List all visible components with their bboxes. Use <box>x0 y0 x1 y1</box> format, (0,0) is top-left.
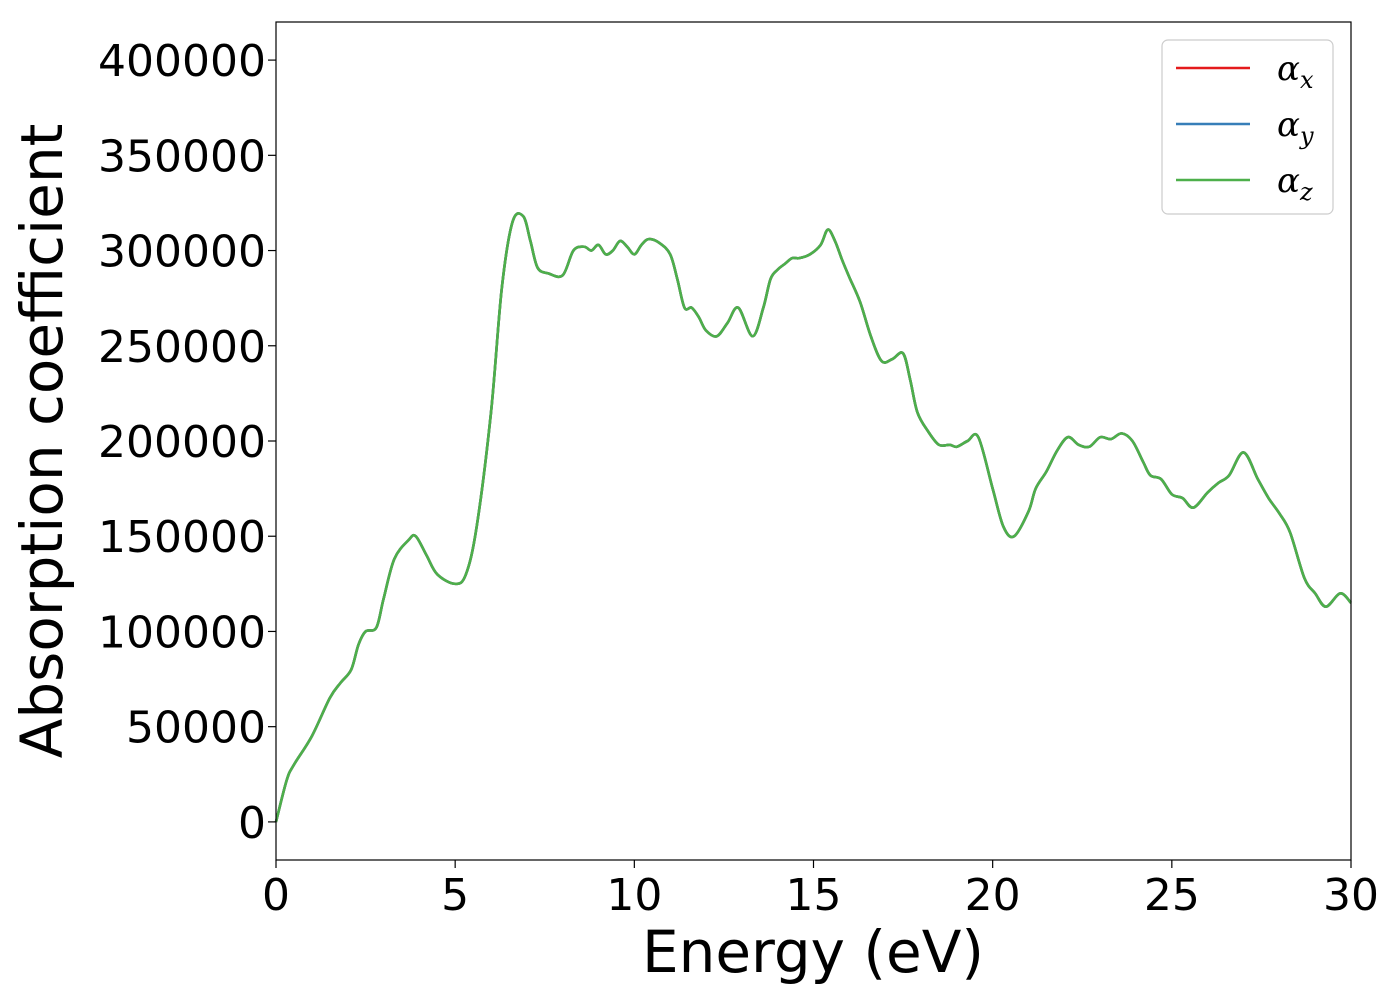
y-tick-label: 350000 <box>98 131 266 182</box>
x-tick-label: 0 <box>262 870 290 921</box>
y-tick-label: 0 <box>238 798 266 849</box>
x-tick-label: 5 <box>441 870 469 921</box>
y-tick-label: 250000 <box>98 322 266 373</box>
y-tick-label: 200000 <box>98 417 266 468</box>
x-axis-ticks: 0 5 10 15 20 25 30 <box>262 860 1379 921</box>
x-tick-label: 10 <box>606 870 662 921</box>
x-tick-label: 30 <box>1323 870 1379 921</box>
x-tick-label: 20 <box>965 870 1021 921</box>
y-tick-label: 150000 <box>98 512 266 563</box>
legend-label-alpha-x: αx <box>1277 49 1314 94</box>
y-tick-label: 50000 <box>126 703 266 754</box>
x-axis-title: Energy (eV) <box>642 918 984 986</box>
y-tick-label: 100000 <box>98 607 266 658</box>
legend-box <box>1161 39 1334 215</box>
y-axis-ticks: 0 50000 100000 150000 200000 250000 300000 3500… <box>98 36 276 849</box>
y-tick-label: 300000 <box>98 227 266 278</box>
series-line-alpha-z <box>274 212 1352 823</box>
y-axis-title: Absorption coefficient <box>8 124 76 759</box>
x-tick-label: 25 <box>1144 870 1200 921</box>
x-tick-label: 15 <box>786 870 842 921</box>
series-layer <box>274 212 1352 823</box>
y-tick-label: 400000 <box>98 36 266 87</box>
